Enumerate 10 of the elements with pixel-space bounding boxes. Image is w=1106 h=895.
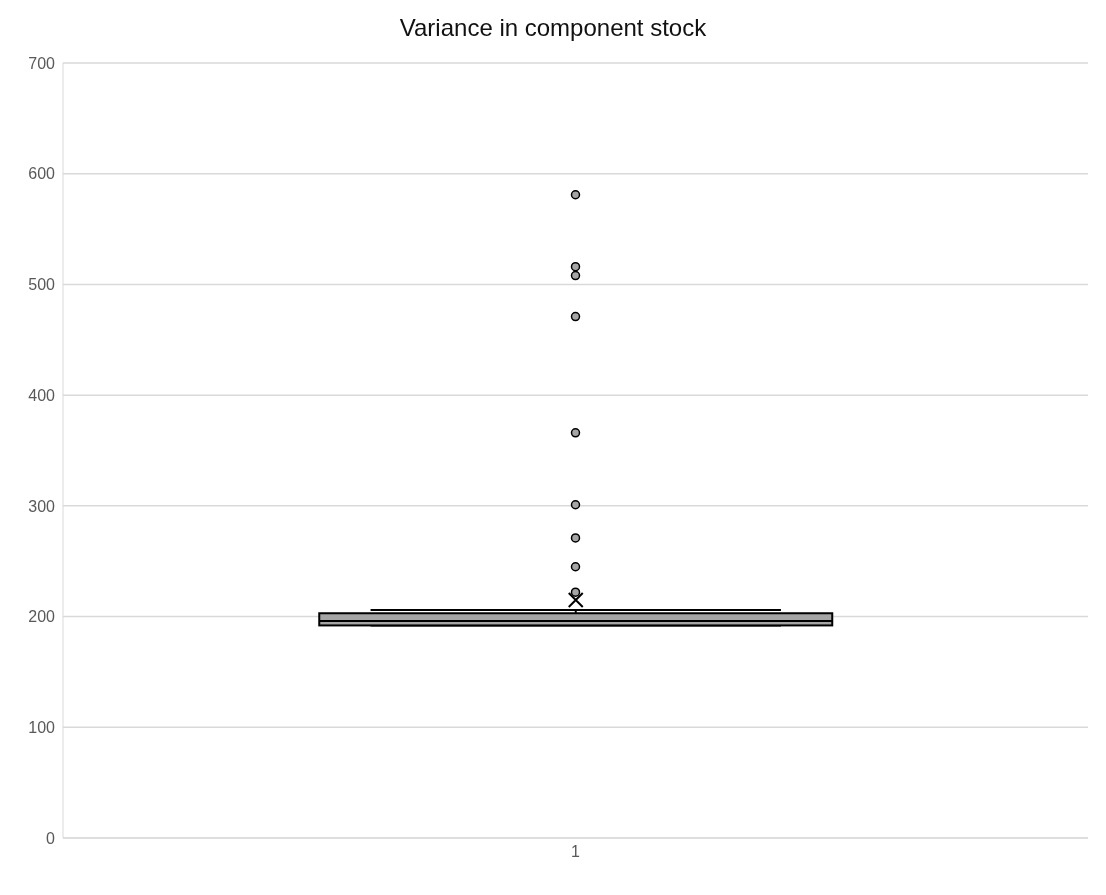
chart-title: Variance in component stock — [398, 13, 708, 43]
y-tick-label: 700 — [28, 54, 56, 72]
y-tick-label: 100 — [28, 718, 56, 736]
y-tick-label: 600 — [28, 165, 56, 183]
y-tick-label: 200 — [28, 608, 56, 626]
y-tick-label: 400 — [28, 386, 56, 404]
y-tick-label: 500 — [28, 276, 56, 294]
y-tick-label: 0 — [46, 829, 56, 847]
x-tick-label: 1 — [571, 843, 581, 861]
y-tick-label: 300 — [28, 497, 56, 515]
